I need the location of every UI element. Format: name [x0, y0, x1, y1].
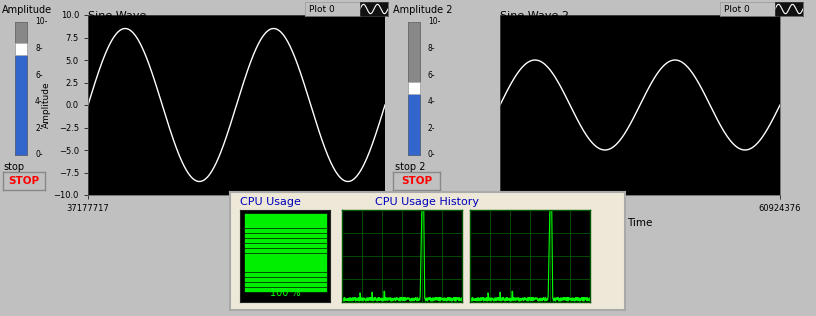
Text: 4-: 4- — [35, 97, 42, 106]
Text: 6-: 6- — [428, 71, 436, 80]
Y-axis label: Amplitude: Amplitude — [42, 82, 51, 128]
Text: stop 2: stop 2 — [395, 162, 425, 172]
Text: Amplitude: Amplitude — [2, 5, 52, 15]
Text: STOP: STOP — [8, 176, 39, 186]
Text: Amplitude 2: Amplitude 2 — [393, 5, 453, 15]
Text: 10-: 10- — [35, 17, 47, 27]
Text: 10-: 10- — [428, 17, 441, 27]
Text: STOP: STOP — [401, 176, 432, 186]
Text: Time: Time — [628, 218, 653, 228]
Text: 2-: 2- — [428, 124, 436, 133]
Text: 6-: 6- — [35, 71, 42, 80]
Text: Plot 0: Plot 0 — [724, 4, 749, 14]
Text: 2-: 2- — [35, 124, 42, 133]
Y-axis label: Amplitude: Amplitude — [454, 82, 463, 128]
Text: CPU Usage: CPU Usage — [240, 197, 301, 207]
Text: stop: stop — [3, 162, 24, 172]
Text: 100 %: 100 % — [269, 288, 300, 298]
Text: Sine Wave 2: Sine Wave 2 — [500, 11, 569, 21]
Text: 0-: 0- — [428, 150, 436, 160]
Text: Plot 0: Plot 0 — [308, 4, 335, 14]
Text: 8-: 8- — [428, 44, 436, 53]
Text: 8-: 8- — [35, 44, 42, 53]
Text: Sine Wave: Sine Wave — [88, 11, 146, 21]
Text: 4-: 4- — [428, 97, 436, 106]
Text: 0-: 0- — [35, 150, 42, 160]
Text: CPU Usage History: CPU Usage History — [375, 197, 479, 207]
